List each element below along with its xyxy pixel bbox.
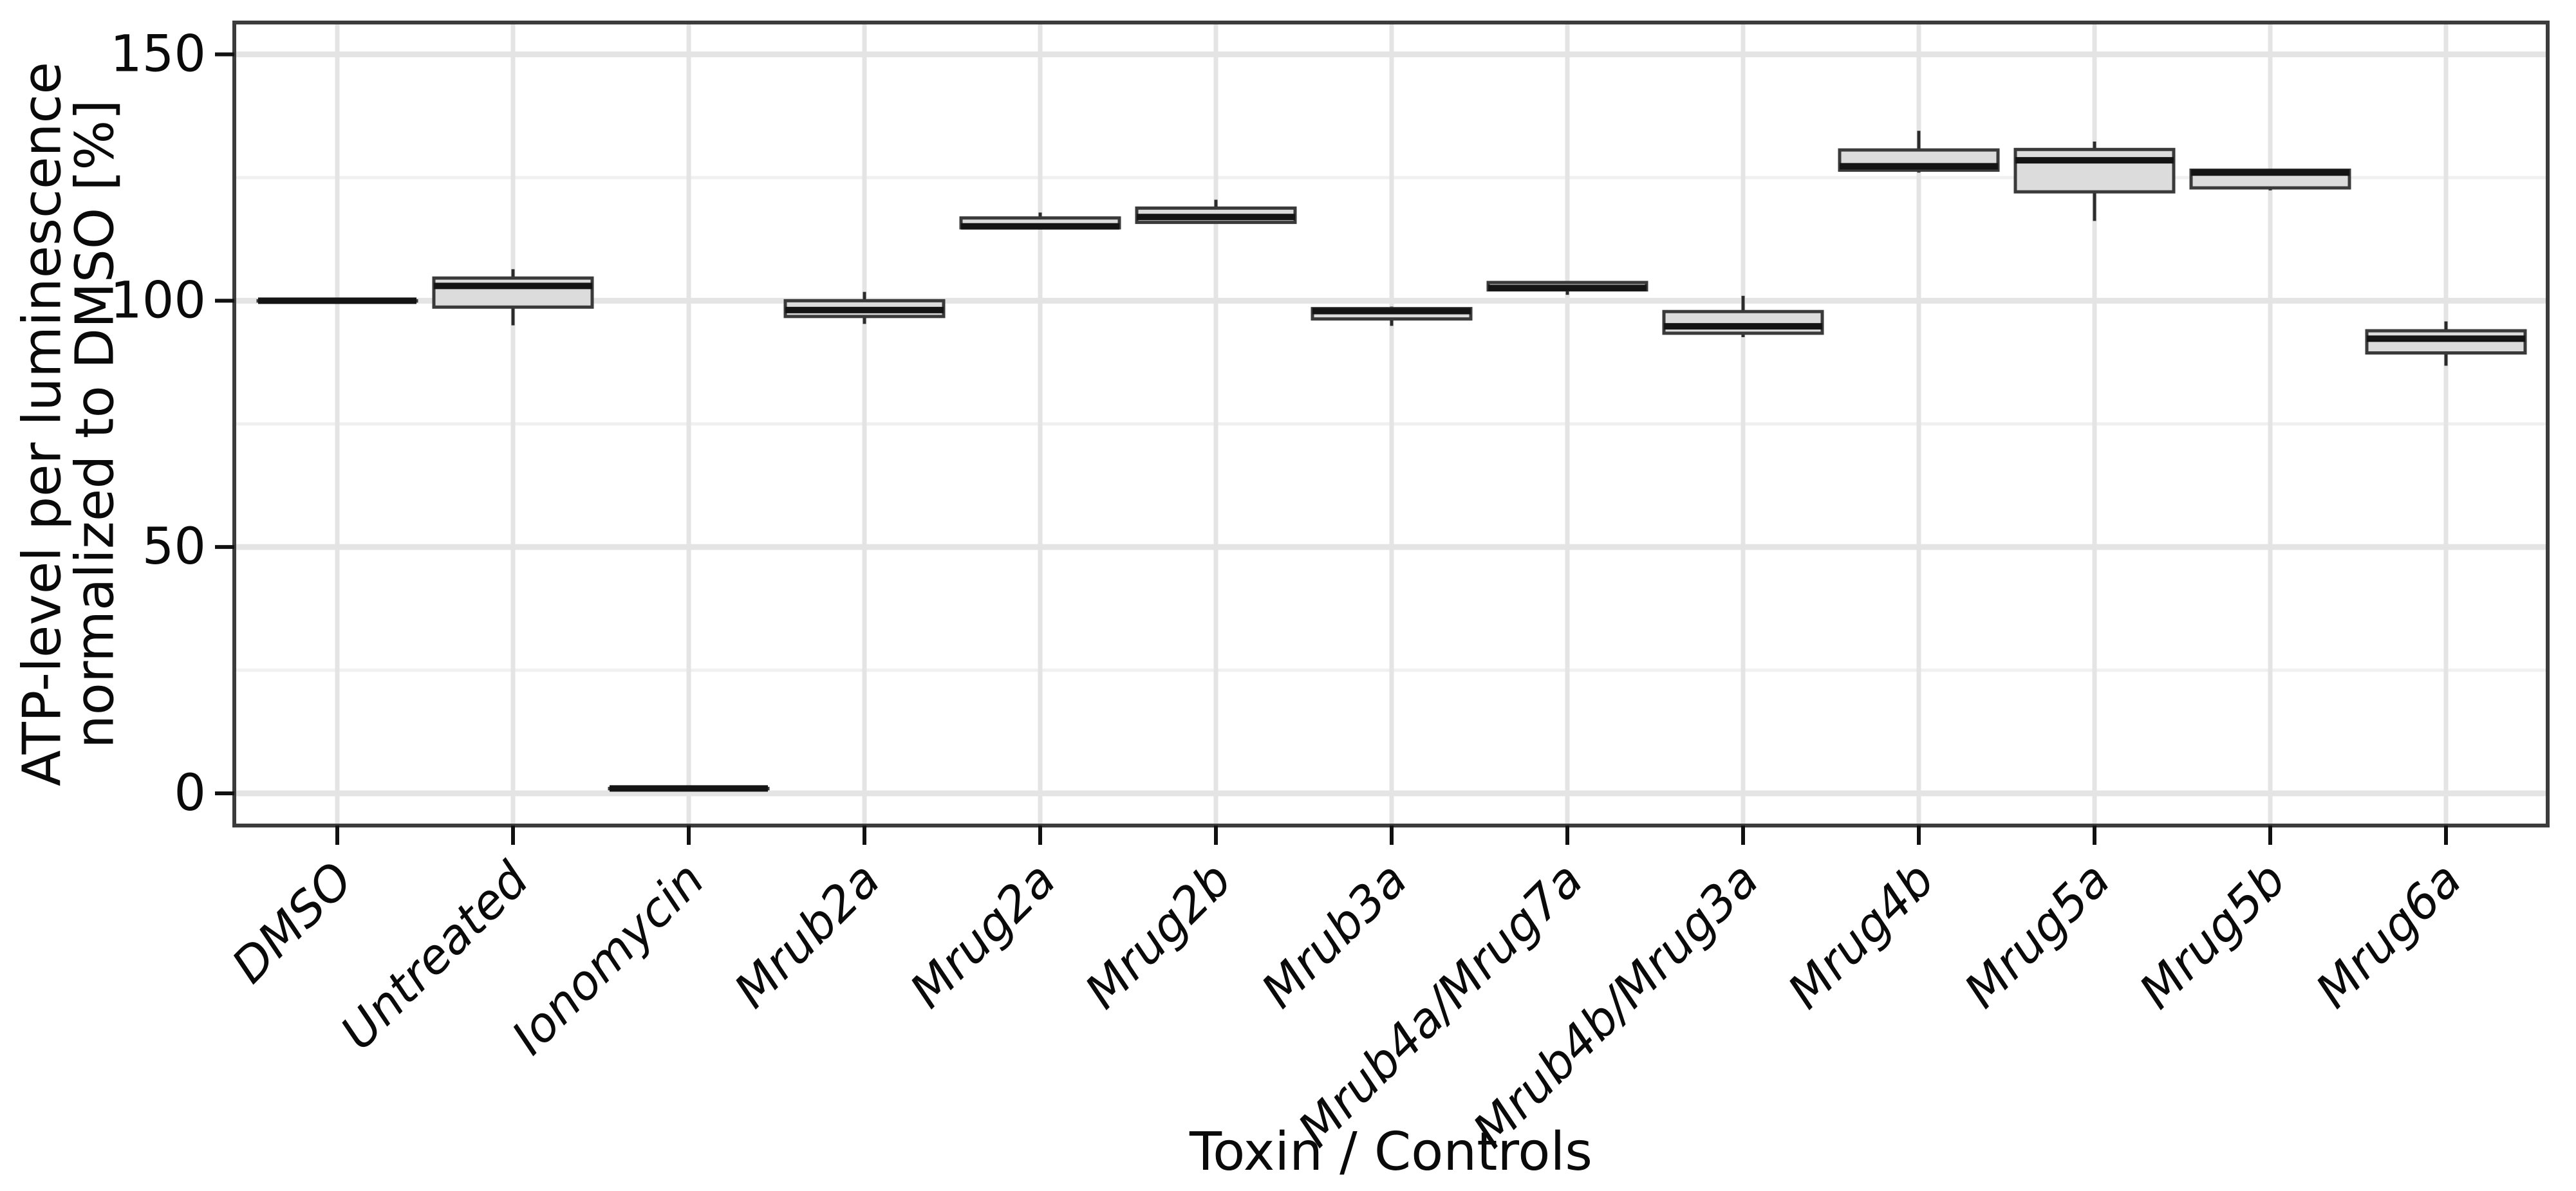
x-tick-label-mrug4b: Mrug4b: [1777, 852, 1945, 1019]
iqr-box-mrug5a: [2013, 147, 2176, 194]
box-ionomycin: [608, 785, 770, 792]
x-tick-label-mrug2b: Mrug2b: [1074, 852, 1242, 1019]
box-mrub2a: [783, 291, 946, 324]
box-mrug2b: [1135, 199, 1297, 225]
box-mrug4b: [1838, 131, 2000, 173]
y-axis-title-line2: normalized to DMSO [%]: [65, 100, 126, 749]
box-mrub4b-mrug3a: [1662, 295, 1824, 338]
box-mrug5a: [2013, 142, 2176, 221]
x-tick-label-mrug5b: Mrug5b: [2129, 852, 2296, 1019]
x-tick-label-mrug2a: Mrug2a: [900, 852, 1067, 1019]
x-tick-label-mrug6a: Mrug6a: [2306, 852, 2472, 1019]
x-tick-label-mrug5a: Mrug5a: [1954, 852, 2121, 1019]
x-axis-title: Toxin / Controls: [1189, 1122, 1592, 1183]
x-tick-label-mrub3a: Mrub3a: [1251, 852, 1418, 1019]
boxplots: [256, 131, 2527, 792]
box-mrub3a: [1311, 306, 1473, 326]
iqr-box-untreated: [432, 276, 594, 309]
box-mrug2a: [959, 212, 1121, 230]
box-dmso: [256, 297, 418, 304]
y-tick-label-100: 100: [110, 272, 206, 329]
x-tick-label-mrub2a: Mrub2a: [724, 852, 891, 1019]
y-tick-label-0: 0: [174, 764, 206, 822]
y-tick-label-50: 50: [142, 518, 206, 576]
gridlines: [234, 23, 2548, 826]
x-tick-label-dmso: DMSO: [221, 852, 364, 994]
y-axis-title-line1: ATP-level per luminescence: [12, 62, 73, 786]
x-tick-label-ionomycin: Ionomycin: [501, 852, 715, 1066]
y-tick-label-150: 150: [110, 26, 206, 84]
box-mrug6a: [2365, 321, 2527, 366]
iqr-box-mrub4b-mrug3a: [1662, 309, 1824, 335]
box-untreated: [432, 269, 594, 326]
box-mrub4a-mrug7a: [1486, 281, 1648, 295]
axis-ticks: [215, 52, 2448, 845]
box-mrug5b: [2189, 168, 2351, 190]
